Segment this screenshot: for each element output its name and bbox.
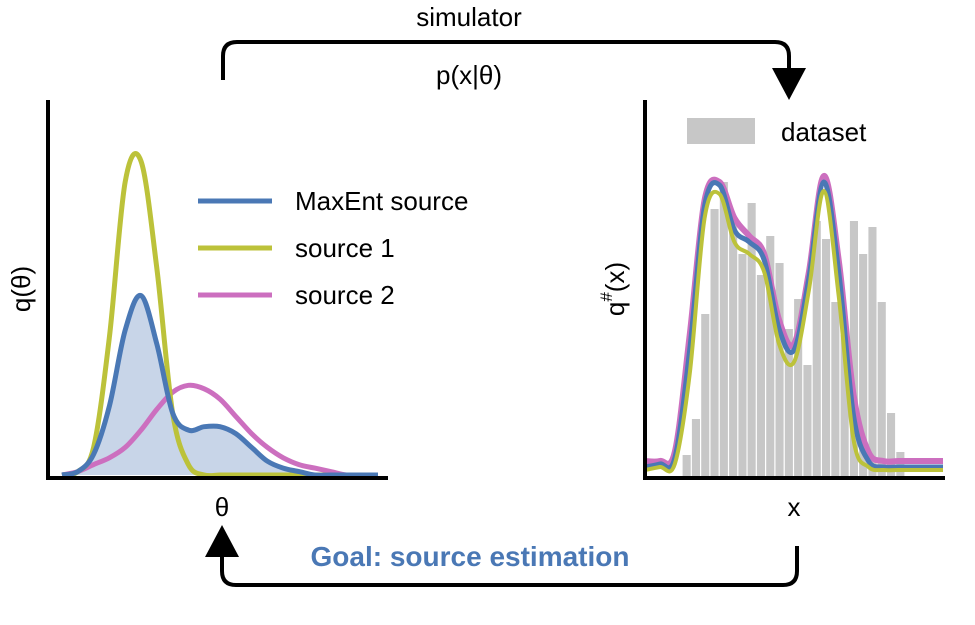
simulator-arrow-head: [772, 68, 806, 100]
source-1-pushforward-curve: [645, 188, 943, 474]
histogram-bar: [729, 218, 738, 476]
legend-label-source-1: source 1: [295, 233, 395, 263]
histogram-bar: [682, 455, 691, 476]
left-y-axis-label: q(θ): [6, 266, 36, 312]
pushforward-plot: q#(x) x dataset: [597, 100, 945, 522]
right-y-axis-label-arg: (x): [600, 262, 630, 292]
legend-swatch-dataset: [687, 118, 755, 144]
left-axes: [46, 100, 388, 480]
histogram-bar: [812, 221, 821, 476]
histogram-bar: [859, 254, 868, 476]
histogram-bar: [868, 227, 877, 476]
histogram-bar: [738, 254, 747, 476]
simulator-label: simulator: [416, 2, 522, 32]
left-x-axis-label: θ: [215, 492, 229, 522]
histogram-bar: [701, 314, 710, 476]
histogram-bar: [849, 221, 858, 476]
source-2-pushforward-curve: [645, 172, 943, 467]
dataset-histogram: [682, 182, 905, 476]
histogram-bar: [803, 365, 812, 476]
histogram-bar: [719, 182, 728, 476]
simulator-arrow: [221, 40, 806, 100]
simulator-arrow-path: [221, 40, 791, 80]
right-legend: dataset: [687, 117, 867, 147]
legend-label-source-2: source 2: [295, 280, 395, 310]
histogram-bar: [766, 236, 775, 476]
histogram-bar: [691, 419, 700, 476]
source-2-curve: [61, 382, 378, 478]
right-axes: [643, 100, 945, 480]
likelihood-label: p(x|θ): [436, 60, 502, 90]
right-y-axis-label-main: q: [600, 302, 630, 316]
histogram-bar: [840, 335, 849, 476]
legend-label-maxent: MaxEnt source: [295, 186, 468, 216]
goal-arrow: [205, 525, 799, 587]
left-legend: MaxEnt source source 1 source 2: [198, 186, 468, 310]
source-distribution-plot: q(θ) θ MaxEnt source source 1 source 2: [6, 100, 468, 522]
histogram-bar: [877, 302, 886, 476]
right-y-axis-label-text: q#(x): [597, 262, 630, 316]
right-y-axis-label: q#(x): [597, 262, 630, 316]
maxent-source-curve: [61, 293, 378, 478]
histogram-bar: [756, 275, 765, 476]
histogram-bar: [822, 239, 831, 476]
histogram-bar: [887, 413, 896, 476]
histogram-bar: [784, 329, 793, 476]
goal-label: Goal: source estimation: [311, 541, 630, 572]
goal-arrow-head: [205, 525, 239, 557]
histogram-bar: [831, 302, 840, 476]
histogram-bar: [794, 299, 803, 476]
histogram-bar: [775, 263, 784, 476]
legend-label-dataset: dataset: [781, 117, 867, 147]
histogram-bar: [710, 209, 719, 476]
right-x-axis-label: x: [788, 492, 801, 522]
goal-arrow-path: [220, 546, 799, 587]
right-y-axis-label-superscript: #: [597, 292, 616, 302]
histogram-bar: [747, 203, 756, 476]
